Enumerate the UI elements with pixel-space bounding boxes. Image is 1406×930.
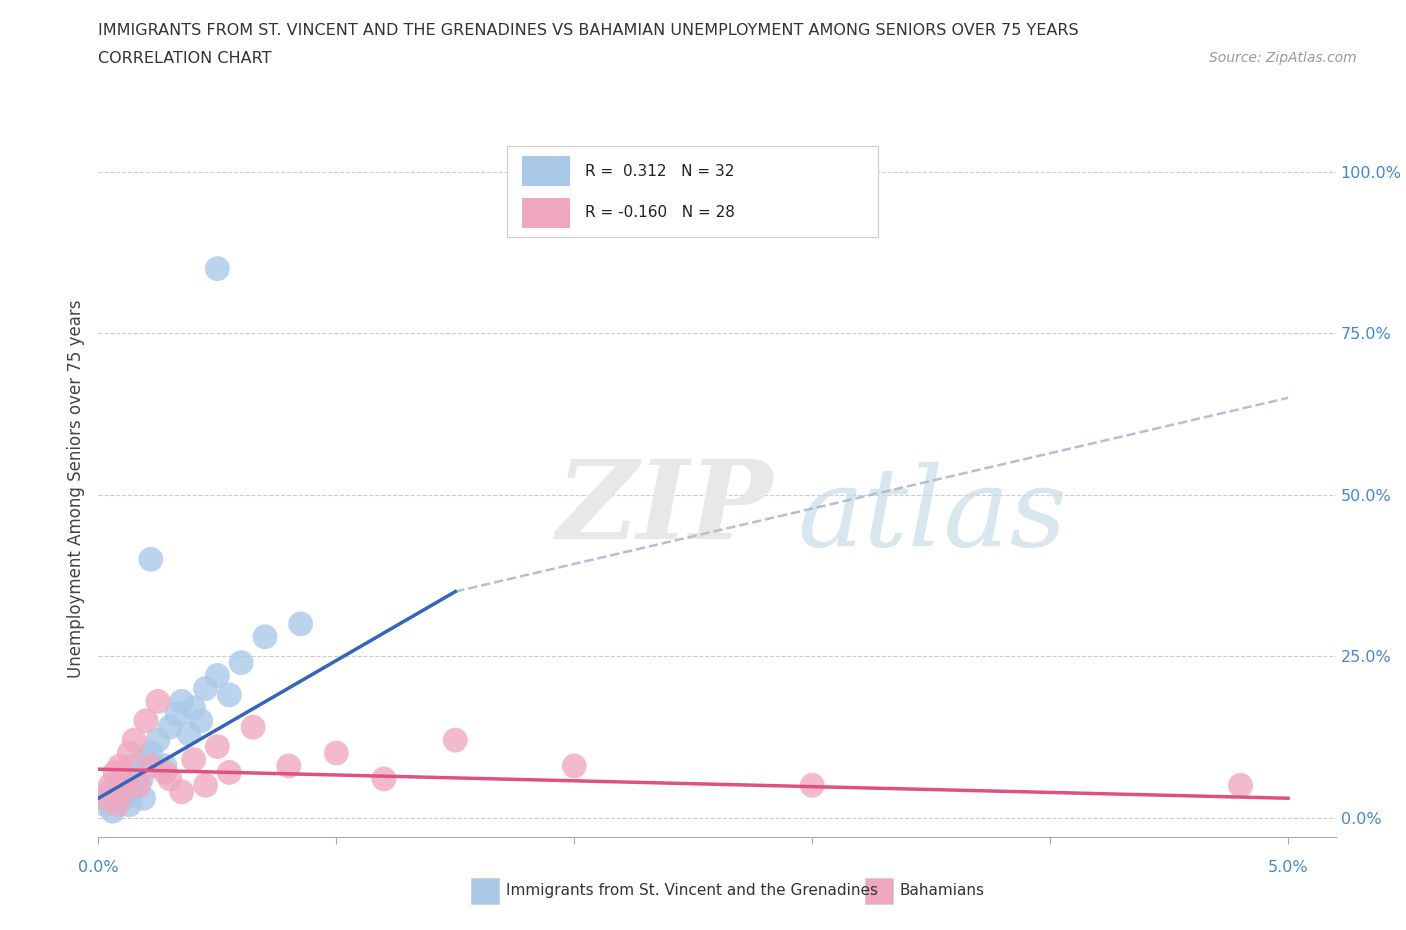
Point (122, 759, 145, 774)
Point (1229, 777, 1251, 792)
Point (146, 694, 169, 709)
Point (107, 790, 129, 805)
Point (373, 772, 395, 787)
Point (170, 694, 193, 709)
Point (207, 668, 229, 683)
Text: 0.0%: 0.0% (79, 859, 118, 874)
Point (231, 656, 253, 671)
Point (114, 772, 136, 787)
Point (115, 765, 138, 780)
Text: 5.0%: 5.0% (1268, 859, 1309, 874)
Point (104, 765, 127, 780)
Point (194, 777, 217, 792)
Point (108, 759, 131, 774)
Point (159, 720, 181, 735)
Point (108, 777, 131, 792)
Text: Source: ZipAtlas.com: Source: ZipAtlas.com (1209, 51, 1357, 65)
Point (218, 765, 240, 780)
Point (129, 772, 152, 787)
Point (125, 777, 148, 792)
Point (118, 797, 141, 812)
Point (118, 746, 141, 761)
Y-axis label: Unemployment Among Seniors over 75 years: Unemployment Among Seniors over 75 years (66, 299, 84, 677)
Point (132, 790, 155, 805)
Point (253, 630, 276, 644)
Point (183, 752, 205, 767)
Point (190, 713, 212, 728)
Point (166, 707, 188, 722)
Point (121, 784, 143, 799)
Point (122, 733, 145, 748)
Text: Bahamians: Bahamians (900, 884, 984, 898)
Text: atlas: atlas (797, 462, 1067, 570)
Point (183, 700, 205, 715)
Point (194, 681, 217, 696)
Point (277, 759, 299, 774)
Point (325, 746, 347, 761)
Point (114, 790, 136, 805)
Point (146, 733, 169, 748)
Point (290, 617, 312, 631)
Point (170, 784, 193, 799)
Text: IMMIGRANTS FROM ST. VINCENT AND THE GRENADINES VS BAHAMIAN UNEMPLOYMENT AMONG SE: IMMIGRANTS FROM ST. VINCENT AND THE GREN… (98, 23, 1078, 38)
Point (107, 797, 129, 812)
Point (139, 551, 162, 566)
Point (111, 772, 134, 787)
Point (177, 726, 200, 741)
Point (111, 784, 134, 799)
Point (139, 746, 162, 761)
Point (139, 759, 162, 774)
Point (801, 777, 824, 792)
Point (218, 687, 240, 702)
Point (207, 261, 229, 276)
Text: CORRELATION CHART: CORRELATION CHART (98, 51, 271, 66)
Point (101, 804, 124, 818)
Point (444, 733, 467, 748)
Point (98, 784, 121, 799)
Text: ZIP: ZIP (557, 456, 773, 563)
Point (207, 739, 229, 754)
Text: Immigrants from St. Vincent and the Grenadines: Immigrants from St. Vincent and the Gren… (506, 884, 879, 898)
Point (94, 790, 117, 805)
Point (135, 752, 157, 767)
Point (159, 772, 181, 787)
Point (98, 777, 121, 792)
Point (562, 759, 585, 774)
Point (128, 777, 150, 792)
Point (153, 765, 176, 780)
Point (153, 759, 176, 774)
Point (135, 713, 157, 728)
Point (242, 720, 264, 735)
Point (94, 797, 117, 812)
